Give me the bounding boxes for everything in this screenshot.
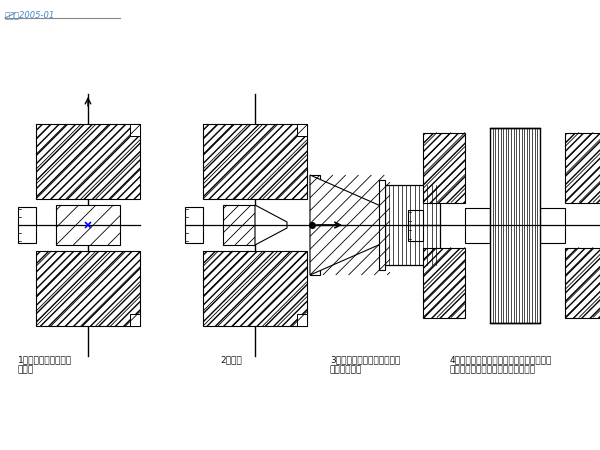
Bar xyxy=(56,205,120,245)
Bar xyxy=(223,205,255,245)
Bar xyxy=(203,251,307,326)
Bar xyxy=(408,210,423,240)
Polygon shape xyxy=(310,175,390,275)
Bar xyxy=(540,207,565,243)
Bar xyxy=(185,207,203,243)
Bar xyxy=(565,132,600,202)
Bar xyxy=(423,132,465,202)
Text: 4、用直螺纹套筒方向将经过半丝钢筋进行
进给，先完一个直螺纹丝接钢筋施工: 4、用直螺纹套筒方向将经过半丝钢筋进行 进给，先完一个直螺纹丝接钢筋施工 xyxy=(450,355,553,374)
Bar xyxy=(385,185,440,265)
Text: 3、用直螺纹套丝机行对头拧
螺纹进行半丝: 3、用直螺纹套丝机行对头拧 螺纹进行半丝 xyxy=(330,355,400,374)
Bar xyxy=(379,180,385,270)
Bar xyxy=(18,207,36,243)
Polygon shape xyxy=(255,205,287,245)
Bar xyxy=(36,251,140,326)
Bar xyxy=(297,314,307,326)
Text: 1、用直螺纹滚丝机夹
紧钢筋: 1、用直螺纹滚丝机夹 紧钢筋 xyxy=(18,355,72,374)
Bar xyxy=(130,314,140,326)
Text: 钻孔桩2005-01: 钻孔桩2005-01 xyxy=(5,10,55,19)
Bar xyxy=(36,124,140,199)
Bar xyxy=(423,248,465,318)
Bar xyxy=(565,248,600,318)
Bar xyxy=(490,127,540,323)
Bar xyxy=(297,124,307,136)
Text: 2、滚丝: 2、滚丝 xyxy=(220,355,242,364)
Bar xyxy=(203,124,307,199)
Bar xyxy=(130,124,140,136)
Bar xyxy=(465,207,490,243)
Bar xyxy=(310,175,320,275)
